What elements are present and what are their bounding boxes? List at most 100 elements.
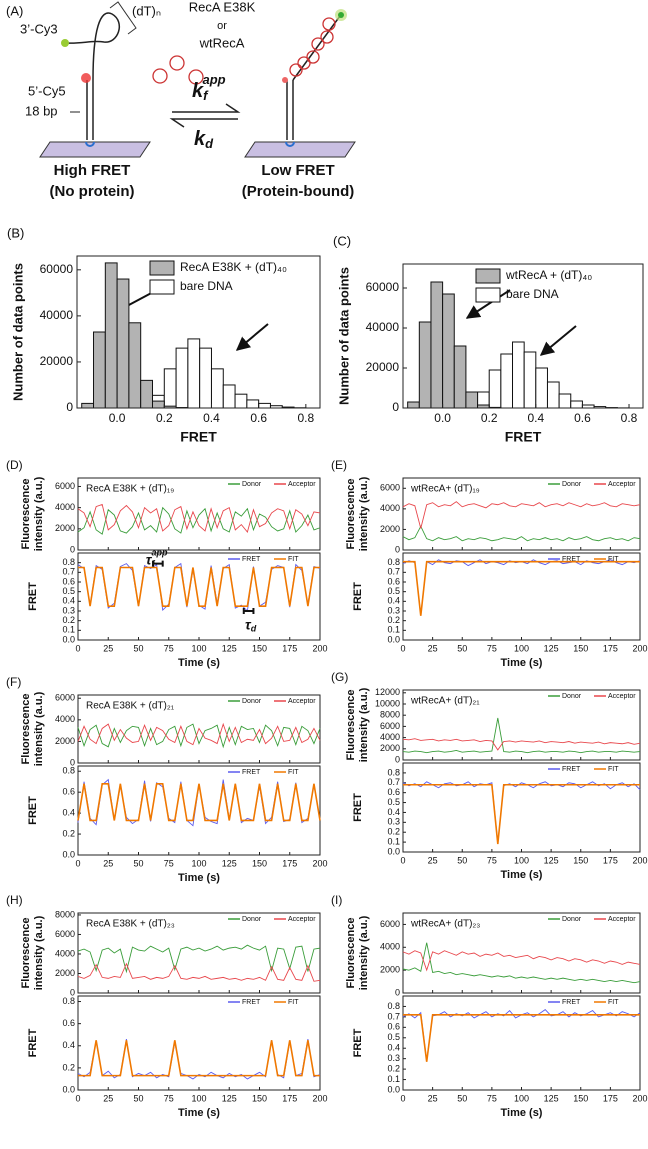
x-tick-label: 100	[514, 1093, 529, 1103]
trace-line	[77, 962, 321, 982]
y-axis-label: Fluorescenceintensity (a.u.)	[345, 915, 370, 990]
y2-tick-label: 0.8	[62, 996, 75, 1006]
y2-tick-label: 0.2	[62, 828, 75, 838]
plot-frame	[77, 765, 321, 856]
y-tick-label: 6000	[380, 721, 400, 731]
y2-tick-label: 0.8	[387, 1001, 400, 1011]
panel-label: (F)	[6, 675, 21, 689]
y-axis-label-line: Fluorescence	[345, 918, 357, 989]
interval-label: τfapp	[146, 548, 168, 569]
sub: f	[203, 88, 209, 103]
panel-label: (B)	[7, 225, 24, 240]
legend-label: FIT	[608, 999, 619, 1006]
trace-line	[78, 1040, 320, 1077]
y2-tick-label: 0.4	[387, 596, 400, 606]
x-tick-label: 100	[191, 858, 206, 868]
y2-tick-label: 0.5	[387, 797, 400, 807]
bar	[258, 402, 271, 409]
bar	[93, 331, 106, 409]
bar	[442, 293, 455, 409]
x-tick-label: 200	[312, 858, 327, 868]
plot-frame	[76, 255, 321, 409]
y2-tick-label: 0.0	[387, 846, 400, 856]
trace-line	[402, 781, 641, 844]
x-tick-label: 0.2	[481, 411, 498, 425]
label: 5’-Cy5	[28, 83, 66, 98]
bar	[570, 400, 583, 409]
y-tick-label: 0	[70, 757, 75, 767]
legend-swatch	[475, 268, 501, 284]
y-tick-label: 2000	[55, 968, 75, 978]
y-tick-label: 12000	[375, 687, 400, 697]
legend-label: Acceptor	[288, 916, 316, 923]
x-axis-label: Time (s)	[501, 1107, 543, 1119]
annotation: RecA E38K + (dT)₁₉	[86, 484, 174, 495]
x-tick-label: 50	[457, 643, 467, 653]
x-tick-label: 50	[133, 643, 143, 653]
panel-label: (G)	[331, 670, 348, 684]
x-tick-label: 100	[191, 643, 206, 653]
y2-axis-label: FRET	[27, 582, 39, 611]
sup: app	[202, 72, 225, 87]
sub: d	[205, 136, 214, 151]
y-tick-label: 0	[66, 400, 73, 414]
y-tick-label: 0	[395, 987, 400, 997]
bar	[546, 381, 560, 409]
bar	[140, 379, 153, 409]
y2-axis-label: FRET	[352, 582, 364, 611]
annotation: wtRecA+ (dT)₁₉	[410, 484, 480, 495]
y2-tick-label: 0.6	[62, 1018, 75, 1028]
trace-line	[402, 950, 641, 972]
proteins	[289, 17, 336, 77]
annotation: RecA E38K + (dT)₂₃	[86, 919, 175, 930]
y2-tick-label: 0.7	[62, 567, 75, 577]
legend-label: Donor	[242, 698, 262, 705]
state-label: Low FRET	[261, 162, 334, 179]
y-tick-label: 6000	[55, 481, 75, 491]
y-tick-label: 40000	[366, 320, 400, 334]
y-tick-label: 2000	[380, 743, 400, 753]
plot-frame	[402, 762, 641, 853]
y-axis-label-line: intensity (a.u.)	[33, 691, 45, 766]
label: RecA E38K	[189, 0, 256, 14]
bar	[81, 402, 95, 409]
symbol: k	[192, 80, 204, 102]
panel-label: (A)	[6, 3, 23, 18]
y2-tick-label: 0.5	[387, 1032, 400, 1042]
x-tick-label: 25	[428, 1093, 438, 1103]
y2-tick-label: 0.4	[62, 596, 75, 606]
state-label: (Protein-bound)	[242, 183, 354, 200]
trace-line	[77, 506, 321, 535]
y-tick-label: 4000	[55, 502, 75, 512]
x-axis-label: FRET	[505, 429, 542, 445]
y-tick-label: 6000	[380, 483, 400, 493]
protein	[152, 68, 168, 84]
y-tick-label: 6000	[380, 919, 400, 929]
bar	[465, 391, 479, 409]
x-tick-label: 0.4	[527, 411, 544, 425]
y2-tick-label: 0.2	[387, 615, 400, 625]
y2-tick-label: 0.2	[387, 1063, 400, 1073]
legend-label: FRET	[562, 556, 581, 563]
y-axis-label-line: intensity (a.u.)	[358, 476, 370, 551]
trace-line	[402, 1008, 641, 1061]
trace-line	[77, 783, 321, 822]
annotation: RecA E38K + (dT)₂₁	[86, 701, 175, 712]
y-axis-label-line: intensity (a.u.)	[33, 915, 45, 990]
y2-tick-label: 0.6	[62, 576, 75, 586]
panel-label: (H)	[6, 893, 23, 907]
panel-label: (C)	[333, 233, 351, 248]
y2-axis-label: FRET	[352, 793, 364, 822]
protein	[188, 69, 204, 85]
trace-line	[78, 566, 320, 607]
y-axis-label-line: Fluorescence	[20, 479, 32, 550]
y-tick-label: 4000	[380, 503, 400, 513]
x-tick-label: 125	[544, 855, 559, 865]
cy5-dye	[81, 73, 91, 83]
x-tick-label: 175	[603, 643, 618, 653]
legend-label: RecA E38K + (dT)₄₀	[180, 260, 287, 274]
x-tick-label: 150	[573, 855, 588, 865]
panel-label: (E)	[331, 458, 347, 472]
surface	[244, 141, 356, 158]
trace-line	[402, 717, 641, 754]
